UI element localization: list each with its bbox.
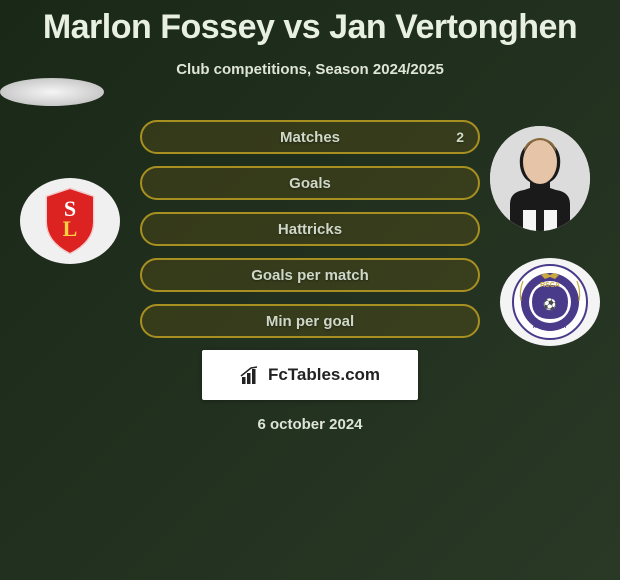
stat-label: Matches: [280, 129, 340, 146]
bar-chart-icon: [240, 364, 262, 386]
stat-row-matches: Matches 2: [140, 120, 480, 154]
anderlecht-crest-icon: RSCA ⚽ ANDERLECHT: [511, 263, 589, 341]
comparison-subtitle: Club competitions, Season 2024/2025: [0, 61, 620, 78]
stat-list: Matches 2 Goals Hattricks Goals per matc…: [140, 120, 480, 350]
stat-row-goals: Goals: [140, 166, 480, 200]
svg-text:RSCA: RSCA: [540, 282, 560, 289]
club-crest-left: S L: [20, 178, 120, 264]
player-right-photo: [490, 126, 590, 231]
stat-right-value: 2: [456, 129, 464, 145]
stat-row-goals-per-match: Goals per match: [140, 258, 480, 292]
svg-text:⚽: ⚽: [542, 298, 557, 311]
stat-row-hattricks: Hattricks: [140, 212, 480, 246]
stat-row-min-per-goal: Min per goal: [140, 304, 480, 338]
svg-text:L: L: [63, 216, 78, 241]
standard-liege-crest-icon: S L: [40, 186, 100, 256]
watermark-box: FcTables.com: [202, 350, 418, 400]
watermark-text: FcTables.com: [268, 365, 380, 385]
stat-label: Min per goal: [266, 313, 354, 330]
snapshot-date: 6 october 2024: [0, 416, 620, 433]
stat-label: Goals: [289, 175, 331, 192]
stat-label: Goals per match: [251, 267, 369, 284]
player-left-photo-placeholder: [0, 78, 104, 106]
svg-text:ANDERLECHT: ANDERLECHT: [533, 324, 567, 330]
club-crest-right: RSCA ⚽ ANDERLECHT: [500, 258, 600, 346]
comparison-title: Marlon Fossey vs Jan Vertonghen: [0, 0, 620, 47]
stat-label: Hattricks: [278, 221, 342, 238]
